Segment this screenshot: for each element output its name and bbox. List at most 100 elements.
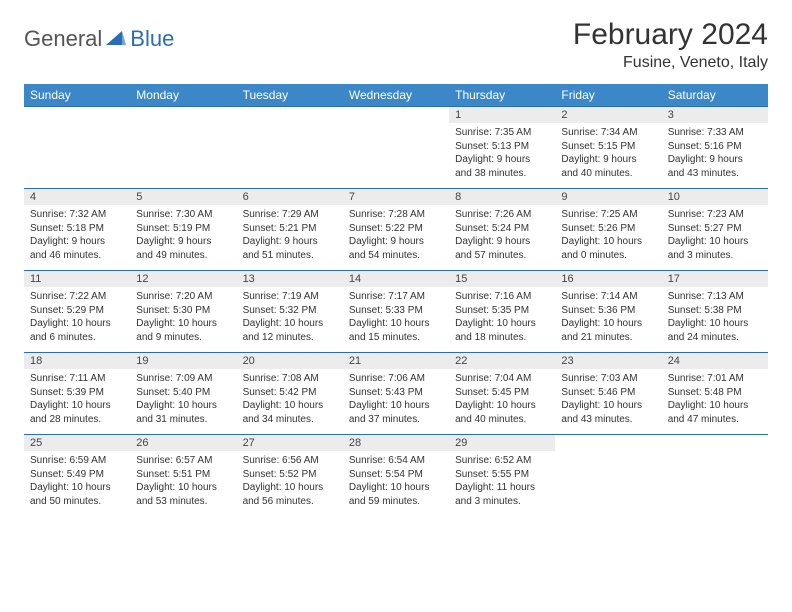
week-row: 25Sunrise: 6:59 AMSunset: 5:49 PMDayligh…: [24, 435, 768, 517]
sunrise-text: Sunrise: 7:01 AM: [668, 372, 762, 386]
day-number: [662, 435, 768, 451]
day-number: 14: [343, 271, 449, 287]
day-content: [237, 123, 343, 183]
sunset-text: Sunset: 5:40 PM: [136, 386, 230, 400]
sunrise-text: Sunrise: 7:19 AM: [243, 290, 337, 304]
daylight-text: Daylight: 10 hours and 9 minutes.: [136, 317, 230, 344]
day-number: 23: [555, 353, 661, 369]
sunrise-text: Sunrise: 6:54 AM: [349, 454, 443, 468]
day-number: 16: [555, 271, 661, 287]
month-title: February 2024: [573, 18, 768, 52]
day-content: [130, 123, 236, 183]
sunset-text: Sunset: 5:24 PM: [455, 222, 549, 236]
daylight-text: Daylight: 9 hours and 54 minutes.: [349, 235, 443, 262]
day-cell: 19Sunrise: 7:09 AMSunset: 5:40 PMDayligh…: [130, 353, 236, 435]
week-row: 18Sunrise: 7:11 AMSunset: 5:39 PMDayligh…: [24, 353, 768, 435]
day-number: 24: [662, 353, 768, 369]
daylight-text: Daylight: 10 hours and 34 minutes.: [243, 399, 337, 426]
day-cell: 21Sunrise: 7:06 AMSunset: 5:43 PMDayligh…: [343, 353, 449, 435]
sunrise-text: Sunrise: 6:57 AM: [136, 454, 230, 468]
sunset-text: Sunset: 5:16 PM: [668, 140, 762, 154]
day-number: 2: [555, 107, 661, 123]
day-content: Sunrise: 7:03 AMSunset: 5:46 PMDaylight:…: [555, 369, 661, 434]
sunrise-text: Sunrise: 7:22 AM: [30, 290, 124, 304]
daylight-text: Daylight: 9 hours and 57 minutes.: [455, 235, 549, 262]
sunrise-text: Sunrise: 7:13 AM: [668, 290, 762, 304]
sunset-text: Sunset: 5:51 PM: [136, 468, 230, 482]
sunset-text: Sunset: 5:33 PM: [349, 304, 443, 318]
day-content: Sunrise: 7:32 AMSunset: 5:18 PMDaylight:…: [24, 205, 130, 270]
sunset-text: Sunset: 5:29 PM: [30, 304, 124, 318]
sunrise-text: Sunrise: 7:26 AM: [455, 208, 549, 222]
sunset-text: Sunset: 5:54 PM: [349, 468, 443, 482]
sunset-text: Sunset: 5:46 PM: [561, 386, 655, 400]
day-content: Sunrise: 7:09 AMSunset: 5:40 PMDaylight:…: [130, 369, 236, 434]
sunset-text: Sunset: 5:42 PM: [243, 386, 337, 400]
daylight-text: Daylight: 10 hours and 0 minutes.: [561, 235, 655, 262]
day-content: Sunrise: 7:11 AMSunset: 5:39 PMDaylight:…: [24, 369, 130, 434]
day-cell: 25Sunrise: 6:59 AMSunset: 5:49 PMDayligh…: [24, 435, 130, 517]
day-content: Sunrise: 6:52 AMSunset: 5:55 PMDaylight:…: [449, 451, 555, 516]
sunrise-text: Sunrise: 6:56 AM: [243, 454, 337, 468]
day-cell: 24Sunrise: 7:01 AMSunset: 5:48 PMDayligh…: [662, 353, 768, 435]
daylight-text: Daylight: 10 hours and 6 minutes.: [30, 317, 124, 344]
day-cell: 8Sunrise: 7:26 AMSunset: 5:24 PMDaylight…: [449, 189, 555, 271]
dayhead-wednesday: Wednesday: [343, 84, 449, 107]
day-cell: [343, 107, 449, 189]
sunset-text: Sunset: 5:38 PM: [668, 304, 762, 318]
daylight-text: Daylight: 10 hours and 21 minutes.: [561, 317, 655, 344]
day-cell: 18Sunrise: 7:11 AMSunset: 5:39 PMDayligh…: [24, 353, 130, 435]
day-cell: 22Sunrise: 7:04 AMSunset: 5:45 PMDayligh…: [449, 353, 555, 435]
day-cell: [24, 107, 130, 189]
sunrise-text: Sunrise: 7:33 AM: [668, 126, 762, 140]
day-cell: [662, 435, 768, 517]
week-row: 1Sunrise: 7:35 AMSunset: 5:13 PMDaylight…: [24, 107, 768, 189]
sunrise-text: Sunrise: 7:30 AM: [136, 208, 230, 222]
daylight-text: Daylight: 10 hours and 24 minutes.: [668, 317, 762, 344]
brand-logo: General Blue: [24, 26, 174, 52]
day-cell: 14Sunrise: 7:17 AMSunset: 5:33 PMDayligh…: [343, 271, 449, 353]
sunset-text: Sunset: 5:26 PM: [561, 222, 655, 236]
day-cell: 29Sunrise: 6:52 AMSunset: 5:55 PMDayligh…: [449, 435, 555, 517]
day-content: Sunrise: 7:19 AMSunset: 5:32 PMDaylight:…: [237, 287, 343, 352]
sunrise-text: Sunrise: 7:11 AM: [30, 372, 124, 386]
day-number: 4: [24, 189, 130, 205]
day-number: 29: [449, 435, 555, 451]
sunrise-text: Sunrise: 7:20 AM: [136, 290, 230, 304]
daylight-text: Daylight: 10 hours and 50 minutes.: [30, 481, 124, 508]
sunrise-text: Sunrise: 7:25 AM: [561, 208, 655, 222]
day-content: Sunrise: 7:34 AMSunset: 5:15 PMDaylight:…: [555, 123, 661, 188]
day-content: Sunrise: 6:56 AMSunset: 5:52 PMDaylight:…: [237, 451, 343, 516]
sunset-text: Sunset: 5:55 PM: [455, 468, 549, 482]
day-number: 17: [662, 271, 768, 287]
day-number: 3: [662, 107, 768, 123]
day-number: 18: [24, 353, 130, 369]
sunset-text: Sunset: 5:13 PM: [455, 140, 549, 154]
sunrise-text: Sunrise: 7:08 AM: [243, 372, 337, 386]
day-number: 13: [237, 271, 343, 287]
day-cell: 27Sunrise: 6:56 AMSunset: 5:52 PMDayligh…: [237, 435, 343, 517]
day-cell: [237, 107, 343, 189]
daylight-text: Daylight: 10 hours and 31 minutes.: [136, 399, 230, 426]
sunset-text: Sunset: 5:48 PM: [668, 386, 762, 400]
day-number: [130, 107, 236, 123]
daylight-text: Daylight: 10 hours and 43 minutes.: [561, 399, 655, 426]
sunset-text: Sunset: 5:49 PM: [30, 468, 124, 482]
daylight-text: Daylight: 9 hours and 40 minutes.: [561, 153, 655, 180]
day-content: Sunrise: 7:04 AMSunset: 5:45 PMDaylight:…: [449, 369, 555, 434]
day-content: Sunrise: 7:13 AMSunset: 5:38 PMDaylight:…: [662, 287, 768, 352]
daylight-text: Daylight: 10 hours and 18 minutes.: [455, 317, 549, 344]
day-content: Sunrise: 6:57 AMSunset: 5:51 PMDaylight:…: [130, 451, 236, 516]
sunrise-text: Sunrise: 7:28 AM: [349, 208, 443, 222]
sunset-text: Sunset: 5:45 PM: [455, 386, 549, 400]
day-content: Sunrise: 7:30 AMSunset: 5:19 PMDaylight:…: [130, 205, 236, 270]
sunset-text: Sunset: 5:52 PM: [243, 468, 337, 482]
title-block: February 2024 Fusine, Veneto, Italy: [573, 18, 768, 72]
day-cell: 28Sunrise: 6:54 AMSunset: 5:54 PMDayligh…: [343, 435, 449, 517]
sunrise-text: Sunrise: 7:06 AM: [349, 372, 443, 386]
dayhead-saturday: Saturday: [662, 84, 768, 107]
day-number: [555, 435, 661, 451]
day-content: [343, 123, 449, 183]
day-cell: 5Sunrise: 7:30 AMSunset: 5:19 PMDaylight…: [130, 189, 236, 271]
daylight-text: Daylight: 10 hours and 37 minutes.: [349, 399, 443, 426]
